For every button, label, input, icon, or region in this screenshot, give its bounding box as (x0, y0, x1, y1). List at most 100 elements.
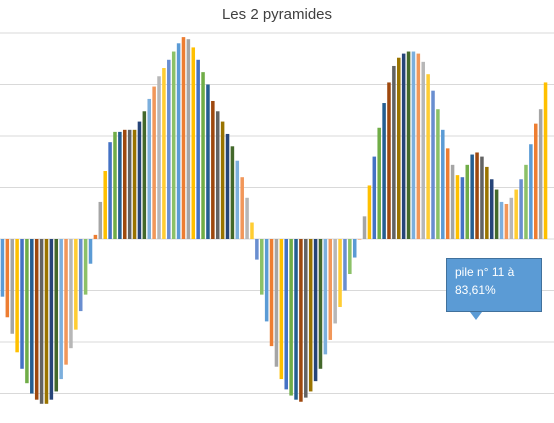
bar (74, 239, 78, 330)
bar (240, 177, 244, 239)
bar (367, 185, 372, 239)
bar (289, 239, 293, 396)
bar (59, 239, 63, 380)
bar (362, 216, 367, 239)
bar (338, 239, 342, 307)
bar (147, 98, 151, 239)
bar (201, 72, 205, 239)
bar (250, 222, 254, 239)
callout-line-1: pile n° 11 à (455, 265, 515, 279)
callout: pile n° 11 à 83,61% (446, 258, 542, 320)
bar (196, 59, 200, 239)
bar (445, 148, 450, 239)
bar (397, 57, 401, 239)
bar (152, 86, 156, 239)
bar (392, 65, 396, 240)
bar (328, 239, 333, 340)
bar (348, 239, 352, 275)
bar (382, 103, 386, 239)
bar (269, 239, 274, 347)
bar (460, 177, 465, 239)
bar (132, 129, 137, 239)
bar (333, 239, 337, 324)
bar (123, 129, 127, 239)
bar (235, 160, 240, 239)
bar (534, 123, 538, 239)
bar (230, 146, 235, 239)
bar (304, 239, 308, 398)
bar (30, 239, 34, 394)
bar (489, 179, 494, 239)
bar (274, 239, 279, 367)
bar (294, 239, 298, 400)
bar (279, 239, 284, 380)
bar (69, 239, 73, 349)
bar (108, 142, 112, 239)
bar (10, 239, 14, 334)
callout-box: pile n° 11 à 83,61% (446, 258, 542, 312)
bar (83, 239, 88, 295)
bar (44, 239, 49, 404)
bar (401, 53, 406, 239)
bar (480, 156, 484, 239)
bar (191, 47, 196, 239)
bar (255, 239, 259, 260)
bar (299, 239, 303, 402)
bar (78, 239, 83, 312)
bar (20, 239, 24, 369)
bar (514, 189, 518, 239)
bar (264, 239, 269, 322)
bar (167, 59, 171, 239)
bar (142, 111, 147, 239)
bar (171, 51, 176, 239)
bar (485, 166, 489, 239)
bar (421, 61, 425, 240)
bar (49, 239, 54, 400)
bar (377, 127, 381, 239)
bar (436, 109, 440, 239)
bar (538, 109, 543, 239)
bar (220, 121, 225, 239)
bar (0, 239, 5, 297)
bar (313, 239, 318, 382)
bar (470, 154, 474, 239)
bar (113, 131, 117, 239)
bar (543, 82, 548, 239)
bar (416, 53, 421, 239)
bar (352, 239, 357, 258)
chart-title: Les 2 pyramides (221, 6, 333, 23)
bar (15, 239, 19, 353)
bar (103, 171, 107, 239)
bar (441, 129, 445, 239)
bar (162, 68, 166, 240)
bar (5, 239, 10, 318)
bar (118, 131, 122, 239)
bar (127, 129, 132, 239)
bar (504, 203, 509, 239)
bar (98, 201, 103, 239)
bar (455, 175, 460, 239)
bar (450, 164, 455, 239)
bar (25, 239, 29, 384)
bar (494, 189, 499, 239)
bar (88, 239, 93, 264)
bar (34, 239, 39, 400)
bar (475, 152, 479, 239)
bar (211, 100, 215, 239)
bar (225, 133, 230, 239)
bar (499, 201, 504, 239)
bar (323, 239, 328, 355)
callout-pointer (470, 312, 482, 320)
bar (411, 51, 416, 239)
bar (181, 37, 186, 240)
bar (64, 239, 68, 365)
bar (284, 239, 288, 390)
bar (519, 179, 523, 239)
bar (406, 51, 411, 239)
bar (431, 90, 435, 240)
bar (137, 121, 142, 239)
bar (308, 239, 313, 392)
bar (387, 82, 391, 239)
bar (176, 43, 181, 239)
